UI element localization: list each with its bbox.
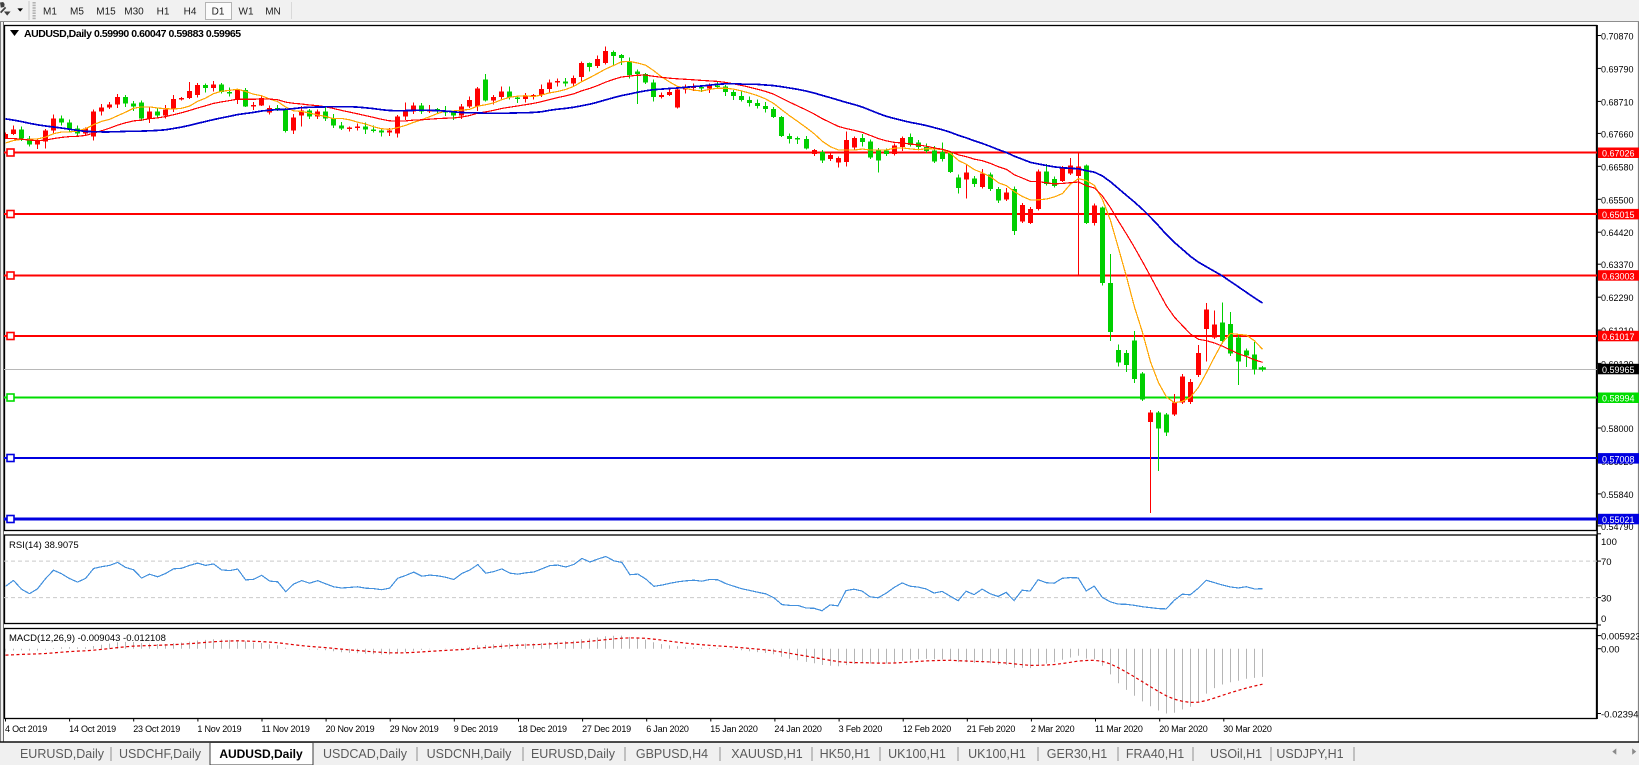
svg-text:HK50,H1: HK50,H1 [820,747,871,761]
svg-text:M30: M30 [124,7,144,18]
svg-text:20 Nov 2019: 20 Nov 2019 [326,724,375,734]
svg-text:15 Jan 2020: 15 Jan 2020 [710,724,758,734]
svg-text:0.68710: 0.68710 [1601,97,1634,107]
svg-text:AUDUSD,Daily: AUDUSD,Daily [219,747,303,761]
svg-text:W1: W1 [239,7,254,18]
svg-text:14 Oct 2019: 14 Oct 2019 [69,724,116,734]
svg-text:0.005923: 0.005923 [1601,632,1639,643]
svg-text:0.55021: 0.55021 [1602,515,1635,525]
svg-text:EURUSD,Daily: EURUSD,Daily [20,747,105,761]
svg-text:FRA40,H1: FRA40,H1 [1126,747,1184,761]
svg-text:0.67660: 0.67660 [1601,129,1634,139]
svg-text:30: 30 [1601,594,1612,605]
svg-text:MACD(12,26,9) -0.009043 -0.012: MACD(12,26,9) -0.009043 -0.012108 [9,633,166,644]
svg-text:MN: MN [265,7,281,18]
svg-text:3 Feb 2020: 3 Feb 2020 [839,724,883,734]
svg-text:USDJPY,H1: USDJPY,H1 [1276,747,1343,761]
svg-text:0.59965: 0.59965 [1602,365,1635,375]
svg-text:100: 100 [1601,537,1617,548]
svg-text:0: 0 [1601,614,1606,625]
svg-text:2 Mar 2020: 2 Mar 2020 [1031,724,1075,734]
svg-text:0.54790: 0.54790 [1601,522,1634,532]
svg-text:0.70870: 0.70870 [1601,32,1634,42]
svg-text:1 Nov 2019: 1 Nov 2019 [197,724,241,734]
svg-text:29 Nov 2019: 29 Nov 2019 [390,724,439,734]
svg-text:USDCAD,Daily: USDCAD,Daily [323,747,408,761]
svg-text:GBPUSD,H4: GBPUSD,H4 [636,747,708,761]
svg-text:0.62290: 0.62290 [1601,293,1634,303]
svg-text:0.63370: 0.63370 [1601,260,1634,270]
svg-text:GER30,H1: GER30,H1 [1047,747,1107,761]
svg-text:UK100,H1: UK100,H1 [888,747,946,761]
svg-text:11 Mar 2020: 11 Mar 2020 [1095,724,1143,734]
svg-text:0.65015: 0.65015 [1602,210,1635,220]
svg-text:EURUSD,Daily: EURUSD,Daily [531,747,616,761]
svg-text:H1: H1 [157,7,170,18]
svg-text:H4: H4 [184,7,197,18]
svg-text:0.58994: 0.58994 [1602,394,1635,404]
svg-text:11 Nov 2019: 11 Nov 2019 [262,724,310,734]
svg-text:21 Feb 2020: 21 Feb 2020 [967,724,1016,734]
svg-text:M5: M5 [70,7,84,18]
svg-text:6 Jan 2020: 6 Jan 2020 [646,724,689,734]
svg-text:XAUUSD,H1: XAUUSD,H1 [731,747,803,761]
svg-text:AUDUSD,Daily 0.59990 0.60047: AUDUSD,Daily 0.59990 0.60047 0.59883 0.5… [24,28,241,40]
svg-text:12 Feb 2020: 12 Feb 2020 [903,724,952,734]
svg-text:USDCHF,Daily: USDCHF,Daily [119,747,202,761]
svg-text:0.58000: 0.58000 [1601,424,1634,434]
svg-text:USOil,H1: USOil,H1 [1210,747,1262,761]
svg-text:4 Oct 2019: 4 Oct 2019 [5,724,47,734]
svg-text:0.67026: 0.67026 [1602,149,1635,159]
svg-text:-0.02394: -0.02394 [1601,710,1639,721]
svg-text:18 Dec 2019: 18 Dec 2019 [518,724,567,734]
svg-text:20 Mar 2020: 20 Mar 2020 [1159,724,1208,734]
svg-text:27 Dec 2019: 27 Dec 2019 [582,724,631,734]
svg-text:0.63003: 0.63003 [1602,271,1635,281]
svg-text:0.65500: 0.65500 [1601,195,1634,205]
svg-text:0.69790: 0.69790 [1601,64,1634,74]
svg-text:0.64420: 0.64420 [1601,228,1634,238]
svg-text:70: 70 [1601,557,1612,568]
svg-text:0.61017: 0.61017 [1602,332,1635,342]
svg-text:0.00: 0.00 [1601,645,1620,656]
svg-text:RSI(14) 38.9075: RSI(14) 38.9075 [9,540,79,551]
svg-text:0.66580: 0.66580 [1601,162,1634,172]
svg-text:M1: M1 [43,7,57,18]
svg-text:24 Jan 2020: 24 Jan 2020 [774,724,822,734]
svg-text:23 Oct 2019: 23 Oct 2019 [133,724,180,734]
svg-text:UK100,H1: UK100,H1 [968,747,1026,761]
svg-text:9 Dec 2019: 9 Dec 2019 [454,724,498,734]
svg-text:USDCNH,Daily: USDCNH,Daily [427,747,512,761]
svg-text:0.55840: 0.55840 [1601,490,1634,500]
svg-text:D1: D1 [212,7,225,18]
svg-text:0.57008: 0.57008 [1602,454,1635,464]
svg-text:30 Mar 2020: 30 Mar 2020 [1223,724,1272,734]
svg-text:M15: M15 [96,7,116,18]
